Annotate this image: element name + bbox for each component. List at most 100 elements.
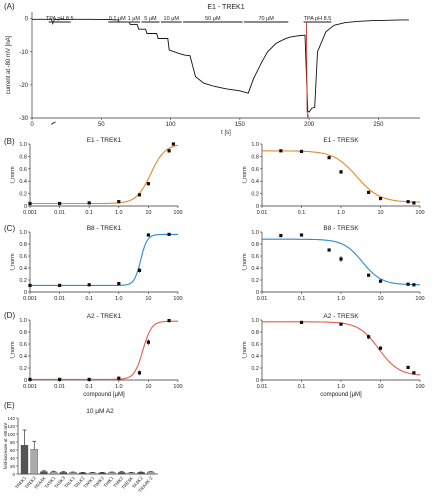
y-tick-label: 0.6 xyxy=(19,254,27,260)
y-tick-label: 1.0 xyxy=(251,230,259,236)
bar xyxy=(88,472,97,475)
chart-title: E1 - TREK1 xyxy=(87,137,122,144)
x-axis-label: compound [µM] xyxy=(320,392,362,398)
x-tick-label: 1.0 xyxy=(115,210,123,216)
y-tick-label: 0.2 xyxy=(19,278,27,284)
data-point xyxy=(378,279,383,283)
x-tick-label: 10 xyxy=(377,384,383,390)
x-tick-label: 0.01 xyxy=(54,296,65,302)
trace-line xyxy=(32,18,409,113)
y-tick-label: 80 xyxy=(10,440,16,445)
y-tick-label: 40 xyxy=(10,456,16,461)
y-tick-label: 0.6 xyxy=(251,342,259,348)
bar xyxy=(108,472,116,475)
y-tick-label: 0 xyxy=(256,290,259,296)
x-tick-label: 0.1 xyxy=(298,296,306,302)
y-tick-label: 0.6 xyxy=(19,342,27,348)
x-tick-label: 200 xyxy=(304,122,315,128)
data-point xyxy=(146,340,150,344)
x-tick-label: 0.1 xyxy=(85,210,93,216)
x-tick-label: 100 xyxy=(173,210,182,216)
data-point xyxy=(299,233,304,237)
chart-title: E1 - TRESK xyxy=(323,137,359,144)
chart-title: B8 - TREK1 xyxy=(87,225,122,232)
trace-line xyxy=(51,121,56,125)
x-tick-label: 100 xyxy=(415,210,424,216)
y-tick-label: 0.8 xyxy=(19,242,27,248)
y-tick-label: 0.8 xyxy=(251,154,259,160)
x-tick-label: 100 xyxy=(415,296,424,302)
fit-curve xyxy=(262,238,420,286)
chart-title: A2 - TRESK xyxy=(323,313,359,320)
y-tick-label: 20 xyxy=(10,464,16,469)
y-axis-label: I_norm xyxy=(242,166,248,184)
y-axis-label: I_norm xyxy=(242,253,248,271)
trace-line xyxy=(305,21,309,119)
y-tick-label: 1.0 xyxy=(19,230,27,236)
y-tick-label: 0.4 xyxy=(19,179,27,185)
data-point xyxy=(378,196,383,201)
y-tick-label: 0.2 xyxy=(19,366,27,372)
y-axis-label: I_norm xyxy=(242,341,248,359)
y-tick-label: 0.2 xyxy=(251,192,259,198)
data-point xyxy=(137,268,142,272)
data-point xyxy=(299,320,304,324)
x-tick-label: 100 xyxy=(173,384,182,390)
panel-letter: (B) xyxy=(4,137,15,146)
bar xyxy=(117,472,126,475)
y-tick-label: 120 xyxy=(7,424,15,429)
data-point xyxy=(167,149,171,153)
data-point xyxy=(327,248,331,252)
x-tick-label: 0.001 xyxy=(23,210,37,216)
x-axis-label: t [s] xyxy=(221,130,231,136)
chart-title: B8 - TRESK xyxy=(323,225,359,232)
x-tick-label: 0.01 xyxy=(54,210,65,216)
panel-letter: (E) xyxy=(4,401,15,410)
application-label: 50 µM xyxy=(205,16,221,22)
bar xyxy=(30,449,38,475)
data-point xyxy=(146,182,150,186)
y-tick-label: 0 xyxy=(24,378,27,384)
application-label: TPA pH 8.5 xyxy=(46,16,74,22)
y-tick-label: -30 xyxy=(19,116,28,122)
y-axis-label: I_norm xyxy=(10,341,16,359)
data-point xyxy=(378,346,383,350)
bar xyxy=(69,472,77,475)
x-tick-label: 0.001 xyxy=(23,384,37,390)
data-point xyxy=(412,371,416,375)
fit-curve xyxy=(30,144,179,205)
x-tick-label: 1.0 xyxy=(115,296,123,302)
y-axis-label: fold-increase at -80 mV xyxy=(3,423,8,470)
y-tick-label: 0.8 xyxy=(19,330,27,336)
data-point xyxy=(367,190,371,194)
y-tick-label: -20 xyxy=(19,83,28,89)
data-point xyxy=(167,319,171,323)
bar xyxy=(20,445,29,475)
fit-curve xyxy=(30,320,178,380)
bar xyxy=(40,471,48,475)
y-axis-label: I_norm xyxy=(10,166,16,184)
y-tick-label: 0.4 xyxy=(251,179,259,185)
y-tick-label: 0 xyxy=(256,204,259,210)
panel-letter: (A) xyxy=(4,2,15,11)
data-point xyxy=(367,335,371,339)
x-tick-label: 0.001 xyxy=(23,296,37,302)
bar xyxy=(59,472,68,475)
data-point xyxy=(58,201,62,206)
y-tick-label: 140 xyxy=(7,416,15,421)
x-tick-label: 100 xyxy=(415,384,424,390)
y-tick-label: 1.0 xyxy=(251,318,259,324)
y-tick-label: 0.8 xyxy=(251,242,259,248)
data-point xyxy=(58,377,62,381)
bar xyxy=(79,472,87,475)
application-label: 10 µM xyxy=(164,16,180,22)
fit-curve xyxy=(30,233,178,286)
bar xyxy=(98,472,106,475)
y-tick-label: 0 xyxy=(12,472,15,477)
x-tick-label: 0.1 xyxy=(85,296,93,302)
application-label: 5 µM xyxy=(144,16,157,22)
data-point xyxy=(367,273,371,277)
chart-title: A2 - TREK1 xyxy=(87,313,122,320)
x-tick-label: 50 xyxy=(98,122,105,128)
x-tick-label: 0.1 xyxy=(298,384,306,390)
